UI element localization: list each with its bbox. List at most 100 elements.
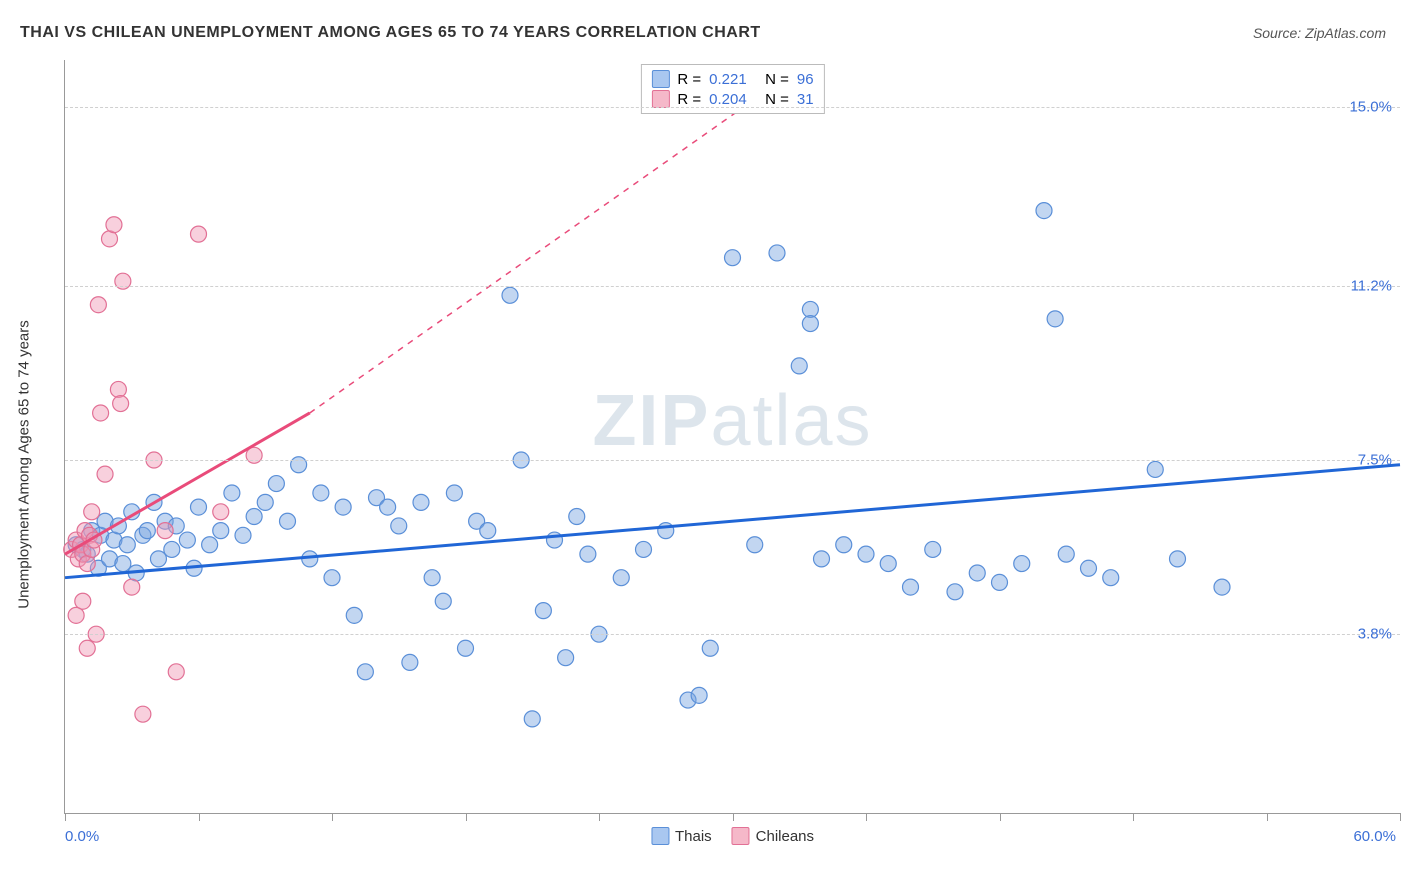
swatch-thais-bottom xyxy=(651,827,669,845)
chart-title: THAI VS CHILEAN UNEMPLOYMENT AMONG AGES … xyxy=(20,24,761,42)
scatter-point-thais xyxy=(346,607,362,623)
r-label: R = xyxy=(677,91,701,108)
scatter-point-thais xyxy=(191,499,207,515)
scatter-point-chileans xyxy=(93,405,109,421)
x-axis-end-label: 60.0% xyxy=(1353,828,1396,845)
scatter-point-thais xyxy=(702,640,718,656)
scatter-point-thais xyxy=(139,523,155,539)
scatter-point-thais xyxy=(357,664,373,680)
scatter-plot-svg xyxy=(65,60,1400,813)
r-label: R = xyxy=(677,71,701,88)
scatter-point-thais xyxy=(413,494,429,510)
scatter-point-thais xyxy=(992,574,1008,590)
scatter-point-thais xyxy=(791,358,807,374)
scatter-point-thais xyxy=(925,541,941,557)
scatter-point-thais xyxy=(580,546,596,562)
source-name: ZipAtlas.com xyxy=(1305,25,1386,41)
scatter-point-thais xyxy=(313,485,329,501)
scatter-point-thais xyxy=(435,593,451,609)
n-value-chileans: 31 xyxy=(797,91,814,108)
legend-label-chileans: Chileans xyxy=(756,828,814,845)
scatter-point-thais xyxy=(402,654,418,670)
x-tick xyxy=(866,813,867,821)
x-tick xyxy=(199,813,200,821)
scatter-point-thais xyxy=(119,537,135,553)
scatter-point-thais xyxy=(858,546,874,562)
y-tick-label: 15.0% xyxy=(1349,99,1392,116)
legend-item-thais: Thais xyxy=(651,827,712,845)
n-label: N = xyxy=(765,91,789,108)
scatter-point-thais xyxy=(969,565,985,581)
scatter-point-thais xyxy=(268,476,284,492)
gridline-h xyxy=(65,286,1400,287)
scatter-point-chileans xyxy=(106,217,122,233)
x-tick xyxy=(1000,813,1001,821)
scatter-point-thais xyxy=(324,570,340,586)
scatter-point-thais xyxy=(814,551,830,567)
scatter-point-chileans xyxy=(75,593,91,609)
scatter-point-thais xyxy=(725,250,741,266)
scatter-point-chileans xyxy=(84,504,100,520)
scatter-point-thais xyxy=(280,513,296,529)
scatter-point-chileans xyxy=(168,664,184,680)
source-prefix: Source: xyxy=(1253,25,1305,41)
scatter-point-thais xyxy=(1170,551,1186,567)
scatter-point-chileans xyxy=(110,381,126,397)
scatter-point-thais xyxy=(769,245,785,261)
swatch-chileans-bottom xyxy=(732,827,750,845)
source-attribution: Source: ZipAtlas.com xyxy=(1253,25,1386,41)
scatter-point-thais xyxy=(391,518,407,534)
trendline-thais xyxy=(65,465,1400,578)
scatter-point-thais xyxy=(150,551,166,567)
scatter-point-chileans xyxy=(191,226,207,242)
scatter-point-thais xyxy=(257,494,273,510)
scatter-point-thais xyxy=(880,556,896,572)
r-value-chileans: 0.204 xyxy=(709,91,757,108)
legend-label-thais: Thais xyxy=(675,828,712,845)
gridline-h xyxy=(65,107,1400,108)
scatter-point-thais xyxy=(558,650,574,666)
scatter-point-thais xyxy=(535,603,551,619)
scatter-point-thais xyxy=(947,584,963,600)
scatter-point-thais xyxy=(235,527,251,543)
x-tick xyxy=(466,813,467,821)
scatter-point-thais xyxy=(446,485,462,501)
y-tick-label: 3.8% xyxy=(1358,626,1392,643)
scatter-point-thais xyxy=(836,537,852,553)
gridline-h xyxy=(65,634,1400,635)
scatter-point-thais xyxy=(502,287,518,303)
trendline-ext-chileans xyxy=(310,84,777,413)
scatter-point-thais xyxy=(1036,203,1052,219)
legend-item-chileans: Chileans xyxy=(732,827,814,845)
scatter-point-chileans xyxy=(213,504,229,520)
n-value-thais: 96 xyxy=(797,71,814,88)
scatter-point-thais xyxy=(480,523,496,539)
scatter-point-thais xyxy=(115,556,131,572)
x-tick xyxy=(599,813,600,821)
legend-row-chileans: R = 0.204 N = 31 xyxy=(651,89,813,109)
scatter-point-thais xyxy=(179,532,195,548)
x-tick xyxy=(1400,813,1401,821)
scatter-point-thais xyxy=(1214,579,1230,595)
scatter-point-thais xyxy=(202,537,218,553)
scatter-point-chileans xyxy=(113,396,129,412)
scatter-point-chileans xyxy=(135,706,151,722)
x-tick xyxy=(65,813,66,821)
scatter-point-thais xyxy=(380,499,396,515)
scatter-point-thais xyxy=(1103,570,1119,586)
scatter-point-thais xyxy=(802,316,818,332)
gridline-h xyxy=(65,460,1400,461)
scatter-point-chileans xyxy=(97,466,113,482)
scatter-point-thais xyxy=(569,509,585,525)
scatter-point-thais xyxy=(903,579,919,595)
scatter-point-chileans xyxy=(90,297,106,313)
scatter-point-thais xyxy=(636,541,652,557)
x-tick xyxy=(1133,813,1134,821)
scatter-point-thais xyxy=(1058,546,1074,562)
scatter-point-thais xyxy=(246,509,262,525)
scatter-point-thais xyxy=(747,537,763,553)
n-label: N = xyxy=(765,71,789,88)
y-tick-label: 7.5% xyxy=(1358,452,1392,469)
scatter-point-chileans xyxy=(124,579,140,595)
scatter-point-chileans xyxy=(79,640,95,656)
